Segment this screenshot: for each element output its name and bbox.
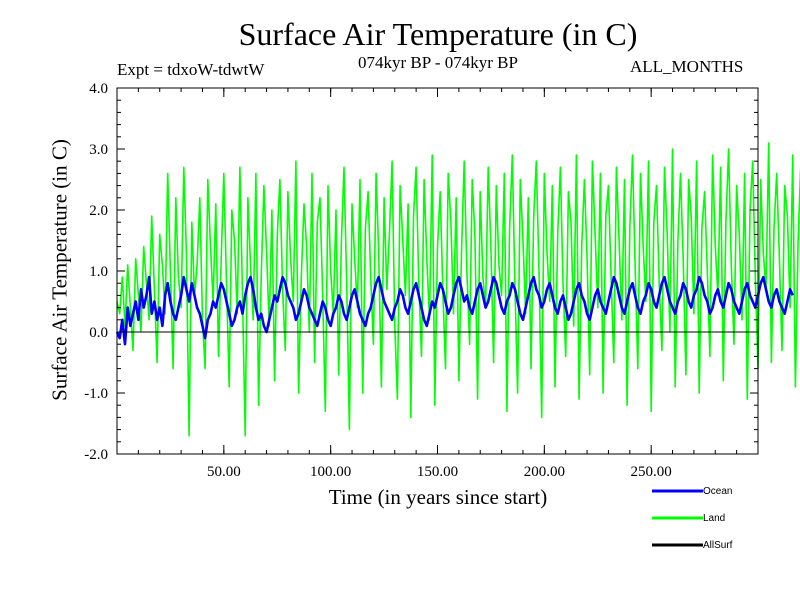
y-tick-label: 1.0 — [89, 264, 108, 280]
y-tick-label: -1.0 — [84, 386, 108, 402]
x-tick-label: 50.00 — [207, 464, 241, 480]
series-line-ocean — [115, 275, 794, 346]
legend-label-land: Land — [703, 513, 725, 524]
x-axis-label: Time (in years since start) — [328, 485, 548, 509]
legend-label-ocean: Ocean — [703, 486, 732, 497]
legend-label-allsurf: AllSurf — [703, 540, 733, 551]
series-layer — [115, 142, 800, 437]
axes-layer: -2.0 -1.0 0.0 1.0 2.0 3.0 4.0 50.00 100.00 150.00… — [84, 81, 759, 480]
legend: Ocean Land AllSurf — [652, 486, 733, 551]
x-tick-label: 200.00 — [524, 464, 565, 480]
months-label: ALL_MONTHS — [630, 57, 744, 76]
y-tick-label: 3.0 — [89, 142, 108, 158]
y-tick-label: -2.0 — [84, 447, 108, 463]
plot-frame — [116, 87, 759, 455]
y-tick-label: 0.0 — [89, 325, 108, 341]
y-tick-label: 4.0 — [89, 81, 108, 97]
x-tick-label: 150.00 — [417, 464, 458, 480]
y-tick-label: 2.0 — [89, 203, 108, 219]
x-tick-label: 100.00 — [310, 464, 351, 480]
chart-subtitle: 074kyr BP - 074kyr BP — [358, 53, 518, 72]
series-line-land — [116, 142, 800, 437]
x-tick-label: 250.00 — [631, 464, 672, 480]
chart-title: Surface Air Temperature (in C) — [238, 16, 638, 52]
experiment-label: Expt = tdxoW-tdwtW — [117, 60, 265, 79]
